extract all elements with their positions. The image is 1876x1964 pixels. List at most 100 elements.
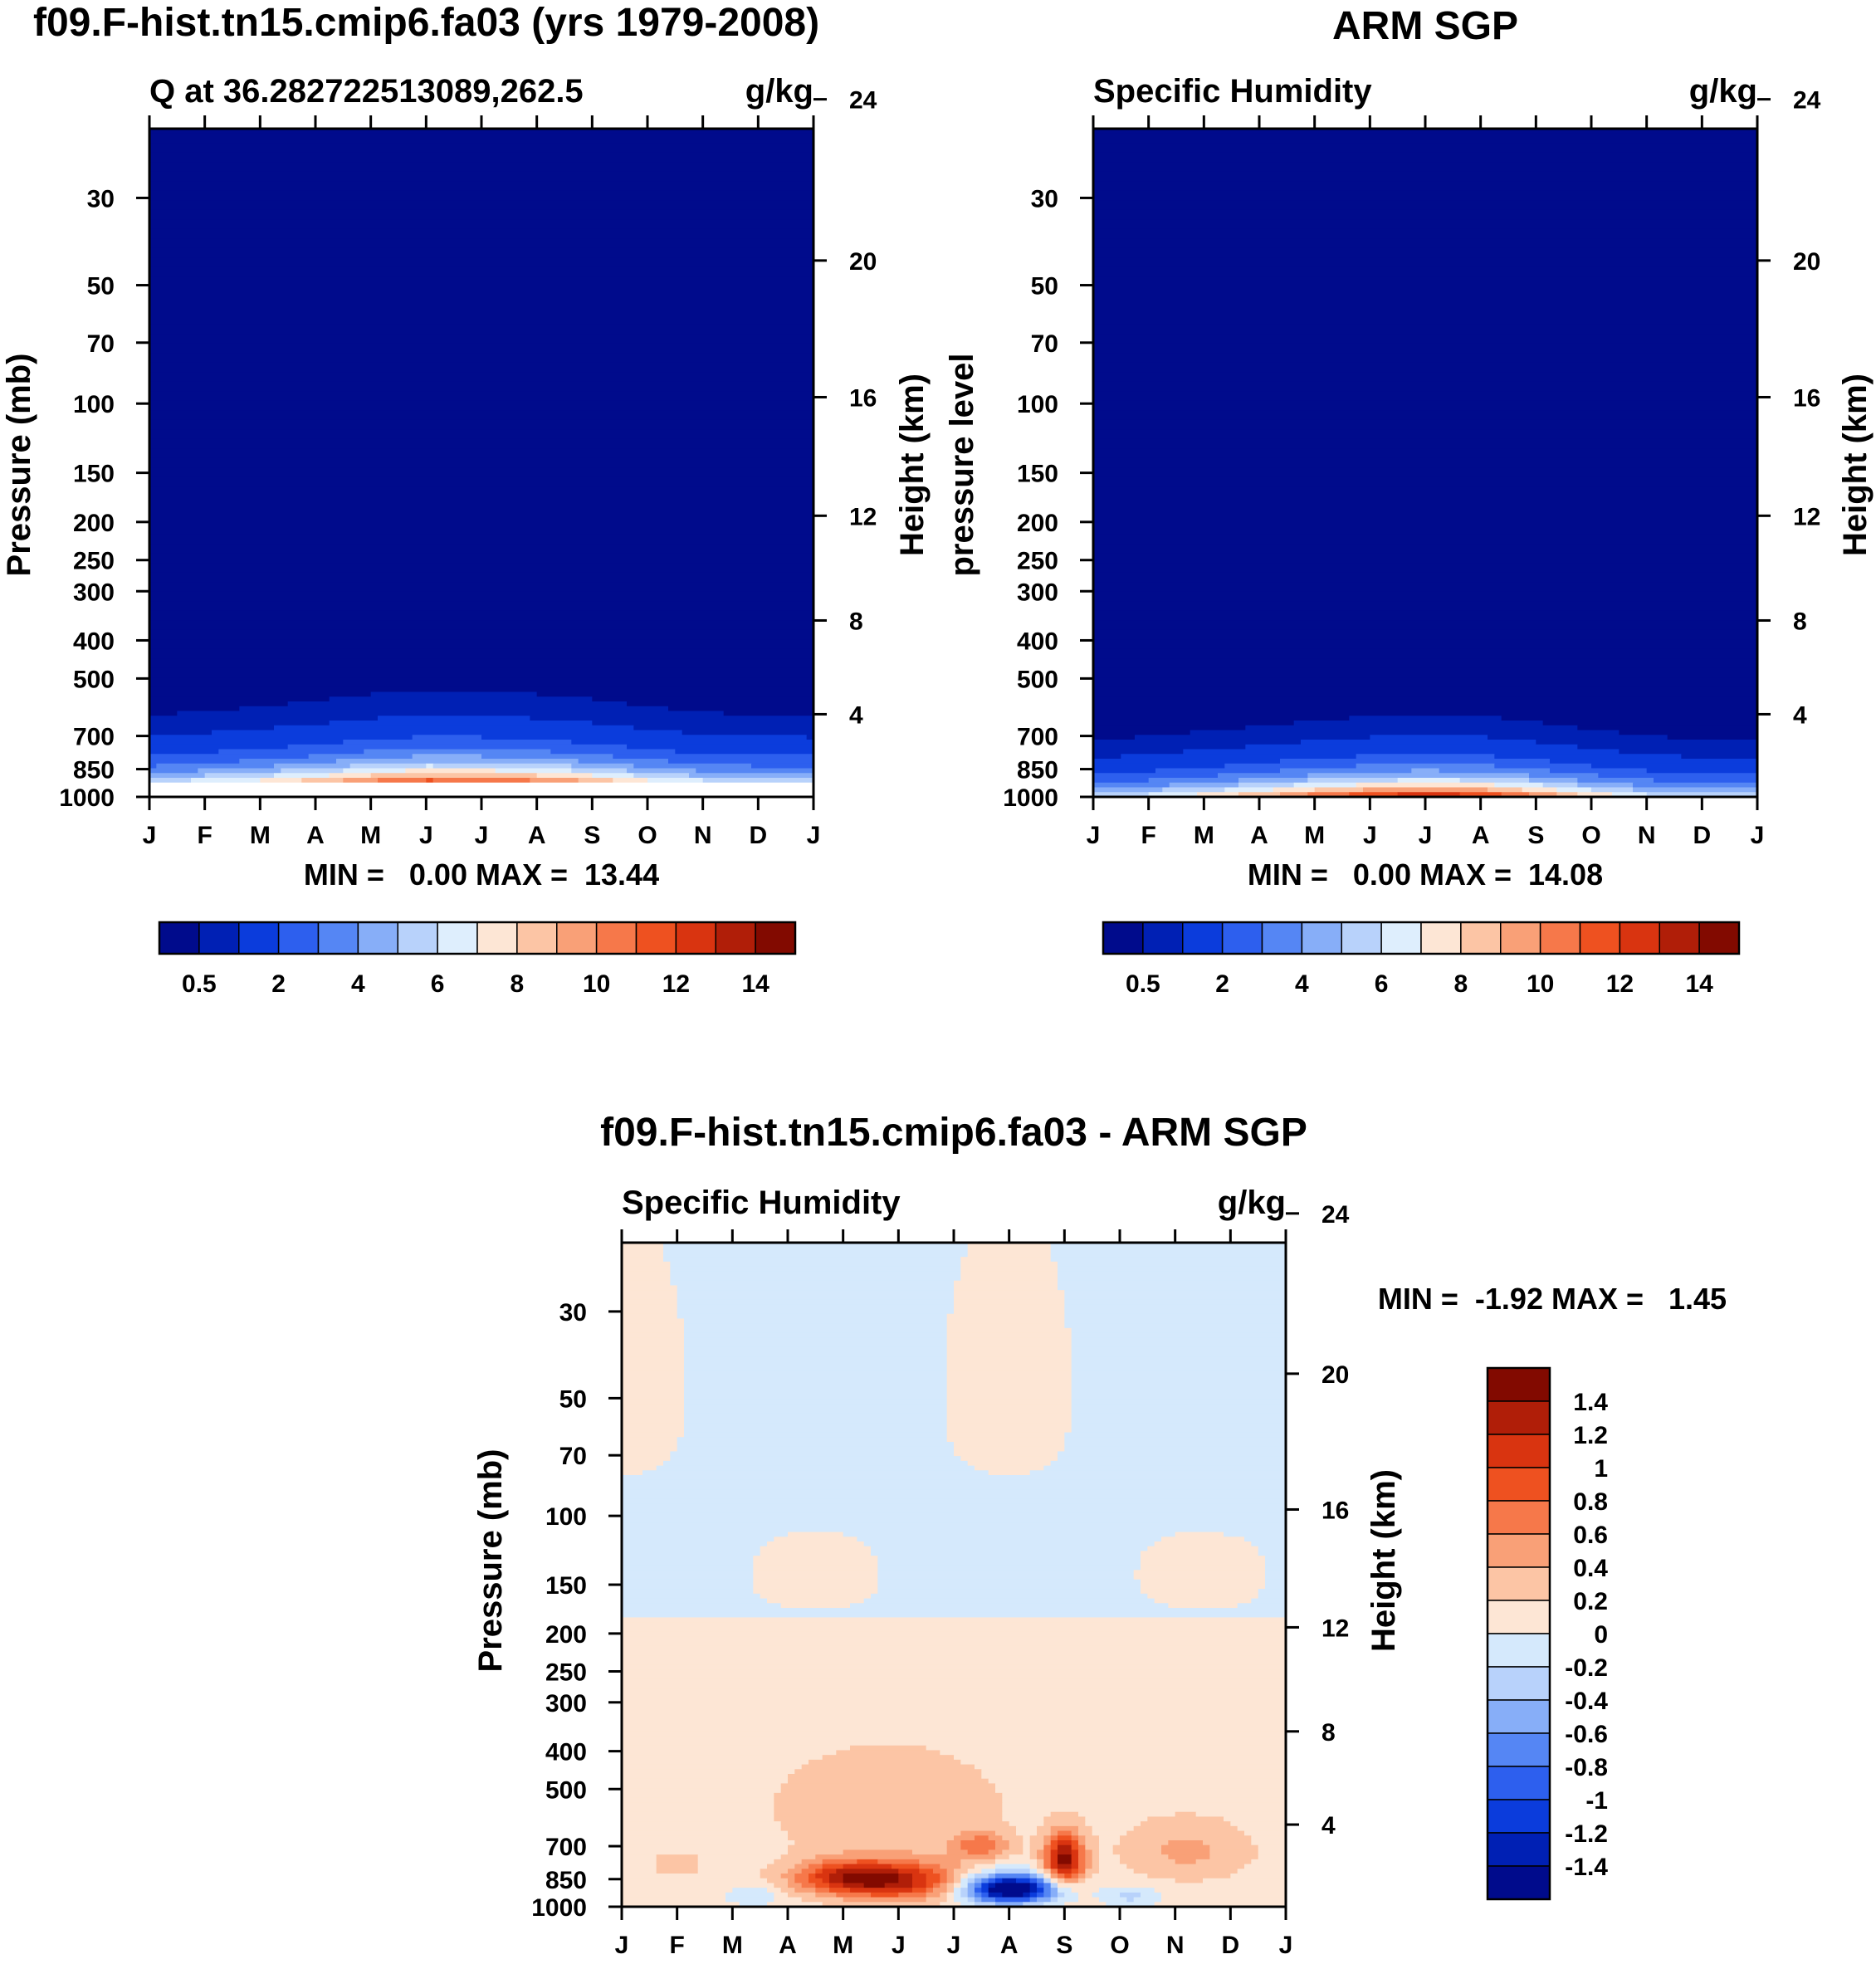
x-tick-label: J [1751,822,1765,849]
contour-cell [1071,1361,1286,1367]
contour-cell [1050,1892,1058,1898]
contour-cell [149,419,813,426]
contour-cell [815,1854,996,1860]
contour-cell [1154,1598,1252,1604]
contour-cell [642,1470,989,1476]
contour-cell [975,1892,982,1898]
contour-cell [149,711,178,716]
contour-cell [622,1266,671,1272]
colorbar-box [1487,1666,1551,1701]
contour-cell [684,1399,948,1405]
contour-cell [960,1276,1058,1282]
contour-cell [149,520,813,525]
y-tick-label: 250 [1017,548,1058,575]
contour-cell [780,1874,795,1879]
contour-cell [1093,534,1757,540]
contour-cell [1314,787,1364,793]
contour-cell [767,1864,795,1869]
contour-cell [571,768,628,774]
contour-cell [1092,1892,1121,1898]
x-tick-label: J [475,822,489,849]
contour-cell [622,1470,643,1476]
contour-cell [1529,778,1578,784]
contour-cell [622,1271,671,1277]
contour-cell [405,768,496,774]
right-tick-label: 8 [849,608,863,635]
contour-cell [329,773,372,779]
contour-cell [1064,1294,1286,1301]
obs-y-axis-label: pressure level [944,353,980,576]
colorbar-label: 2 [271,970,286,998]
x-tick-label: A [1250,822,1268,849]
contour-cell [1092,1830,1127,1836]
contour-cell [760,1593,872,1600]
contour-cell [1093,247,1757,254]
contour-cell [1029,1869,1038,1874]
contour-cell [960,1830,996,1836]
contour-cell [1224,763,1357,769]
colorbar-box [1487,1533,1551,1568]
contour-cell [684,1385,948,1390]
contour-cell [684,1427,948,1434]
contour-cell [1093,386,1757,392]
contour-cell [1619,730,1757,735]
contour-cell [343,778,379,784]
contour-cell [1093,648,1757,655]
obs-panel: ARM SGP Specific Humidity g/kg J F M A M J J A S… [944,4,1874,998]
contour-cell [981,1774,1286,1780]
contour-cell [1093,171,1757,178]
contour-cell [578,778,613,784]
colorbar-label: 0.4 [1573,1555,1608,1582]
contour-cell [988,1892,1003,1898]
contour-cell [877,1560,1141,1566]
colorbar-label: -1.4 [1565,1854,1608,1881]
contour-cell [1058,1849,1072,1855]
contour-cell [697,1869,761,1874]
contour-cell [788,1869,803,1874]
contour-cell [622,1584,754,1590]
contour-cell [1071,1844,1079,1851]
contour-cell [1093,186,1757,192]
contour-cell [1133,1575,1266,1580]
contour-cell [1009,1821,1044,1827]
contour-cell [806,735,813,740]
contour-cell [829,1883,844,1888]
contour-cell [954,1290,1065,1296]
contour-cell [670,1276,961,1282]
contour-cell [656,1854,699,1860]
contour-cell [1161,1892,1286,1898]
contour-cell [1251,1541,1286,1547]
contour-cell [622,1683,1286,1689]
contour-cell [1093,787,1163,793]
contour-cell [1141,1560,1266,1566]
contour-cell [933,1883,940,1888]
contour-cell [622,1641,1286,1647]
contour-cell [946,1883,955,1888]
contour-cell [1218,773,1308,779]
contour-cell [364,749,551,755]
contour-cell [1501,792,1530,797]
contour-cell [1023,1840,1031,1846]
contour-cell [149,481,813,487]
contour-cell [1141,1892,1162,1898]
contour-cell [656,1465,975,1471]
obs-left-subtitle: Specific Humidity [1093,73,1372,110]
contour-cell [1093,677,1757,683]
contour-cell [995,1788,1286,1794]
contour-cell [149,563,813,569]
contour-cell [622,1342,685,1348]
contour-cell [149,271,813,277]
contour-cell [1161,1844,1210,1851]
contour-cell [995,1854,1010,1860]
contour-cell [1141,1565,1266,1571]
y-tick-label: 1000 [531,1894,587,1922]
contour-cell [627,768,696,774]
contour-cell [1258,1844,1286,1851]
contour-cell [149,491,813,497]
colorbar-box [198,921,240,955]
contour-cell [1071,1413,1286,1419]
contour-cell [822,1902,940,1907]
diff-title: f09.F-hist.tn15.cmip6.fa03 - ARM SGP [600,1111,1307,1155]
contour-cell [1016,1830,1038,1836]
contour-cell [967,1460,1052,1467]
